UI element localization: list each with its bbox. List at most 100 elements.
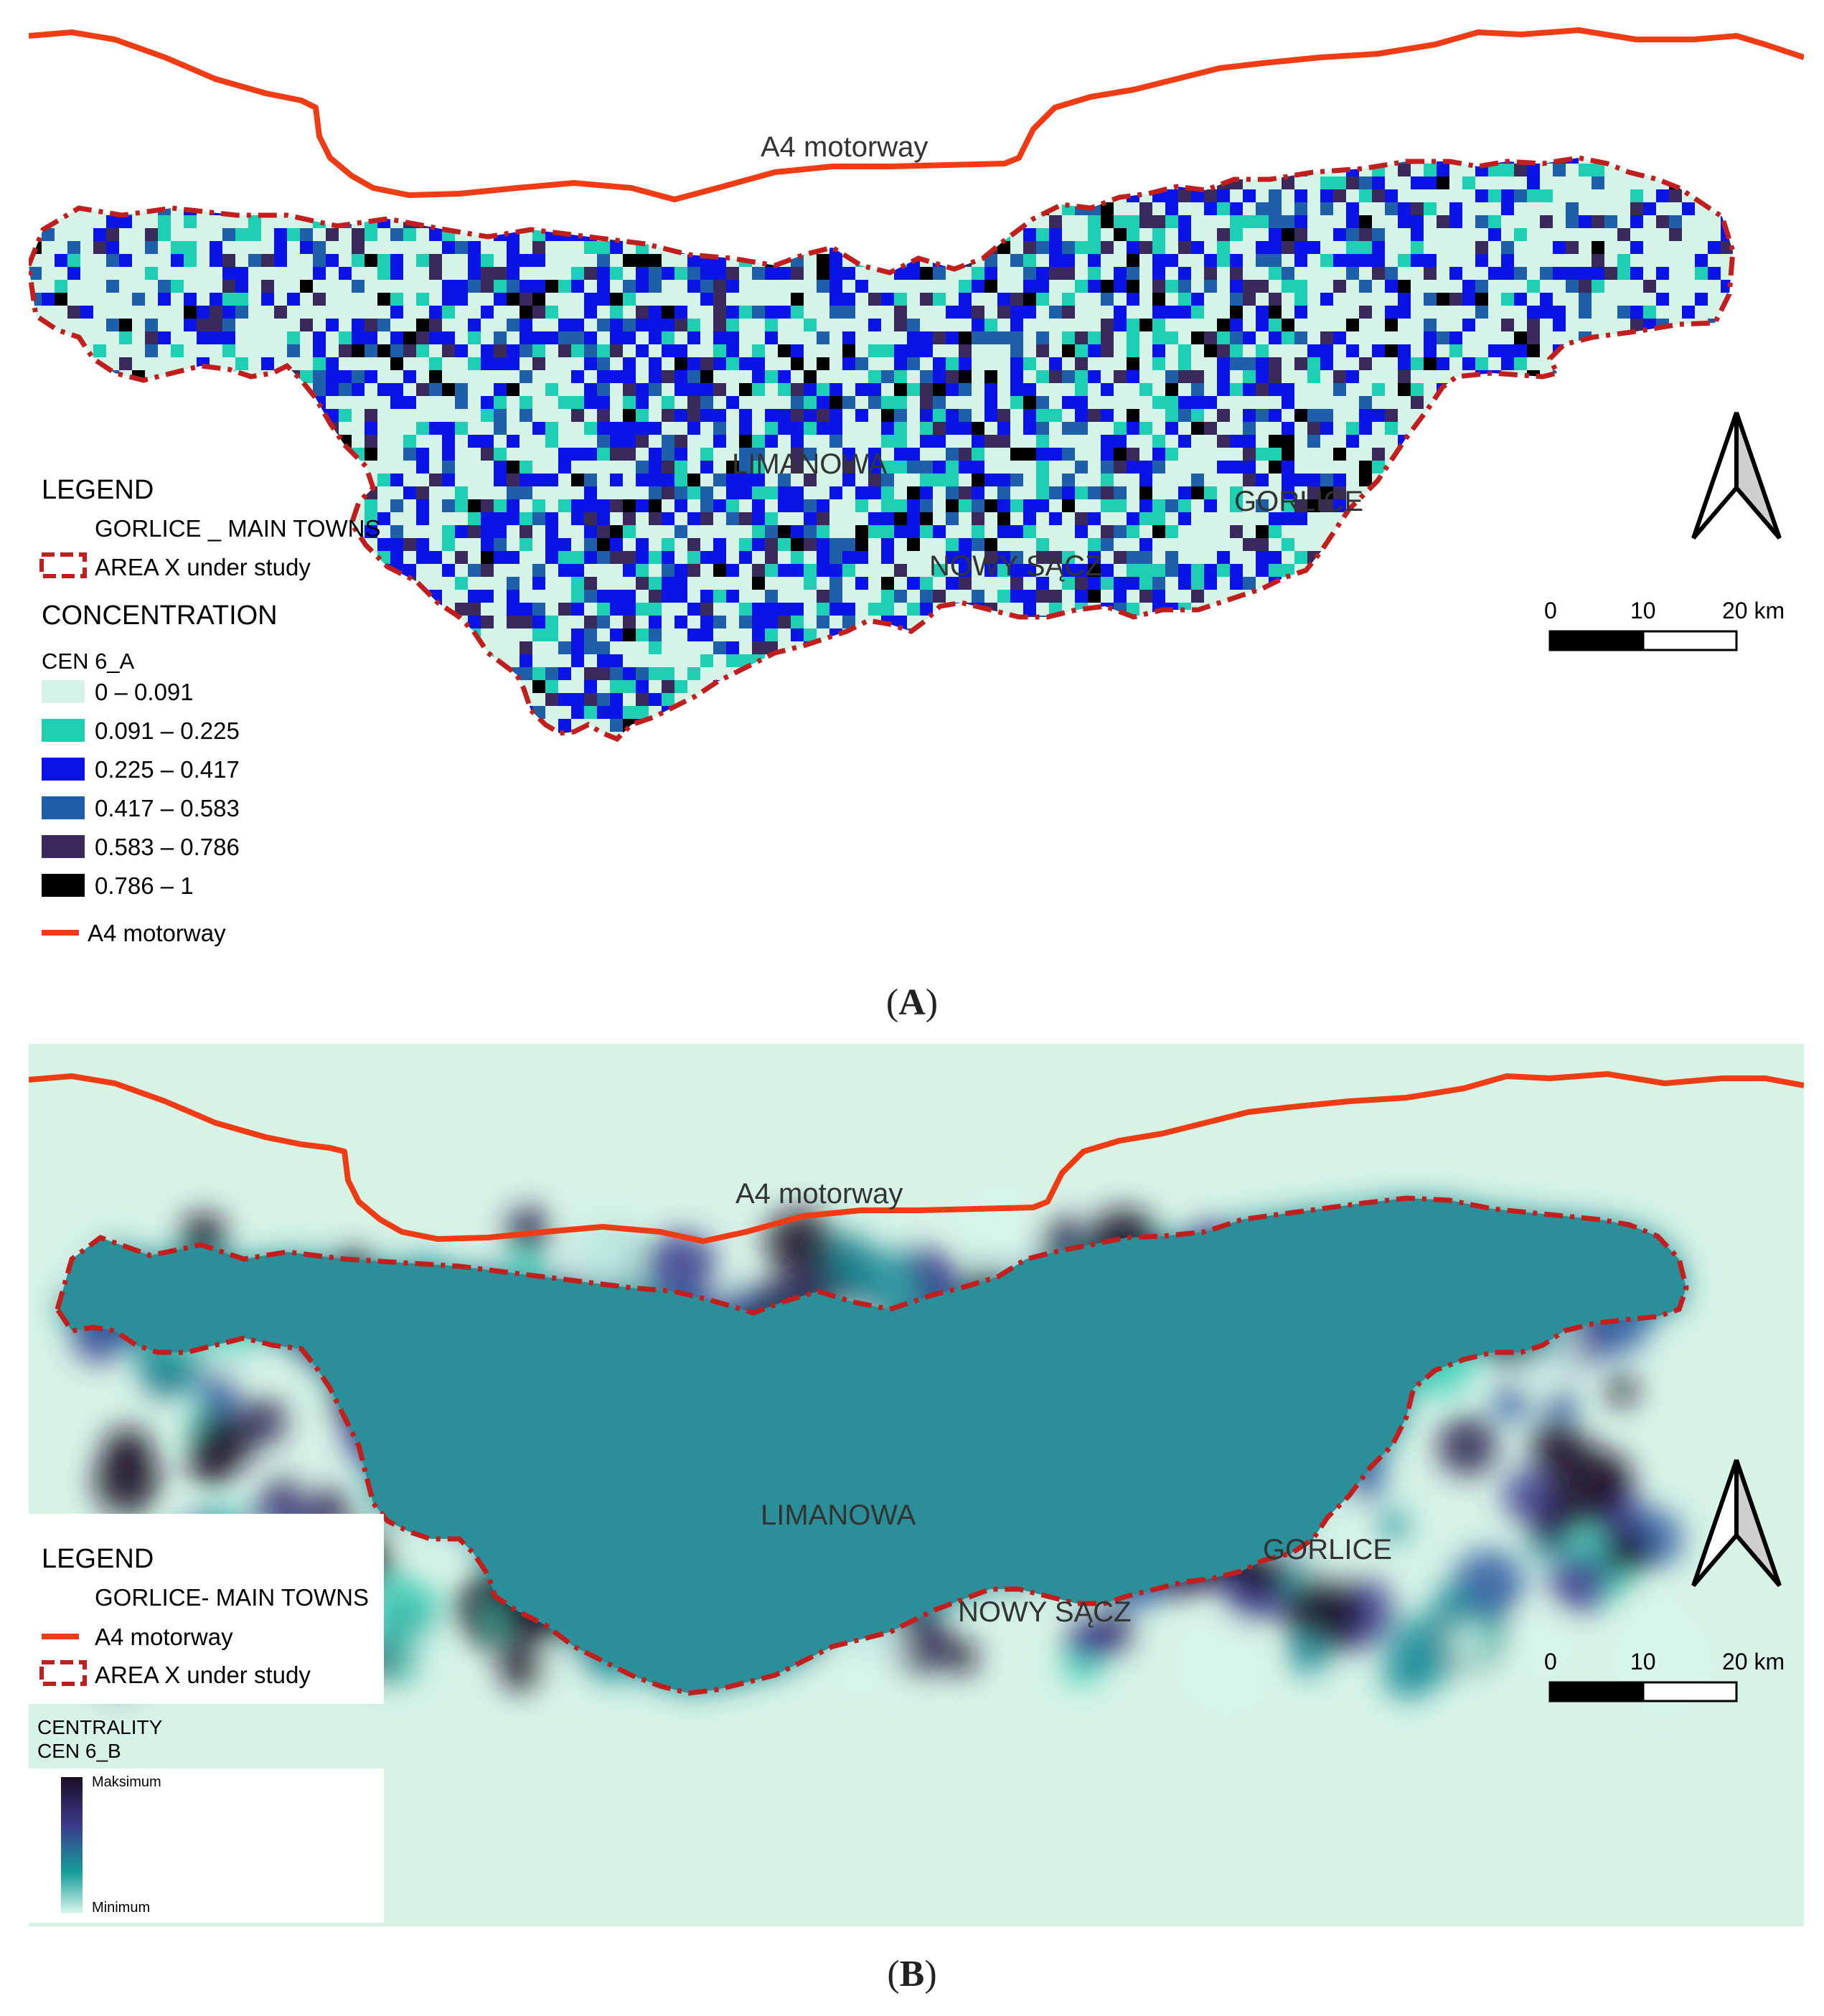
grid-cell xyxy=(42,577,55,590)
grid-cell xyxy=(700,654,713,667)
surface-blob xyxy=(1066,1609,1117,1662)
grid-cell xyxy=(377,474,390,486)
grid-cell xyxy=(1643,357,1656,370)
grid-cell xyxy=(1269,202,1282,215)
grid-cell xyxy=(1424,331,1437,344)
grid-cell xyxy=(1088,551,1101,564)
grid-cell xyxy=(1385,474,1398,486)
grid-cell xyxy=(545,551,558,564)
grid-cell xyxy=(791,499,804,512)
grid-cell xyxy=(1721,654,1733,667)
grid-cell xyxy=(662,202,674,215)
grid-cell xyxy=(352,254,365,267)
grid-cell xyxy=(713,228,726,241)
grid-cell xyxy=(713,202,726,215)
grid-cell xyxy=(1178,267,1191,280)
grid-cell xyxy=(1036,189,1049,202)
grid-cell xyxy=(649,383,662,396)
grid-cell xyxy=(222,370,235,383)
grid-cell xyxy=(946,422,959,435)
grid-cell xyxy=(1579,745,1592,758)
map-panel-a: A4 motorway LIMANOWA NOWY SĄCZ GORLICE 0… xyxy=(29,0,1804,969)
grid-cell xyxy=(1036,280,1049,293)
grid-cell xyxy=(287,202,300,215)
grid-cell xyxy=(390,383,403,396)
grid-cell xyxy=(106,254,119,267)
grid-cell xyxy=(868,344,881,357)
grid-cell xyxy=(972,499,984,512)
grid-cell xyxy=(1230,616,1243,628)
grid-cell xyxy=(1101,383,1114,396)
grid-cell xyxy=(597,538,610,551)
grid-cell xyxy=(1449,564,1462,577)
grid-cell xyxy=(804,654,817,667)
grid-cell xyxy=(984,370,997,383)
grid-cell xyxy=(984,383,997,396)
grid-cell xyxy=(1553,409,1566,422)
grid-cell xyxy=(1127,357,1139,370)
grid-cell xyxy=(894,448,907,461)
grid-cell xyxy=(1230,577,1243,590)
grid-cell xyxy=(1372,409,1385,422)
grid-cell xyxy=(997,680,1010,693)
grid-cell xyxy=(946,241,959,254)
grid-cell xyxy=(1075,357,1088,370)
grid-cell xyxy=(429,267,442,280)
grid-cell xyxy=(1101,280,1114,293)
grid-cell xyxy=(726,590,739,603)
grid-cell xyxy=(649,628,662,641)
grid-cell xyxy=(713,499,726,512)
grid-cell xyxy=(1191,370,1204,383)
grid-cell xyxy=(1514,551,1527,564)
grid-cell xyxy=(1437,215,1449,228)
grid-cell xyxy=(1191,409,1204,422)
grid-cell xyxy=(494,267,507,280)
grid-cell xyxy=(946,512,959,525)
grid-cell xyxy=(287,176,300,189)
grid-cell xyxy=(662,538,674,551)
grid-cell xyxy=(1217,254,1230,267)
grid-cell xyxy=(1062,370,1075,383)
grid-cell xyxy=(739,693,752,706)
grid-cell xyxy=(481,616,494,628)
grid-cell xyxy=(222,293,235,306)
grid-cell xyxy=(700,383,713,396)
grid-cell xyxy=(959,331,972,344)
grid-cell xyxy=(1592,215,1604,228)
grid-cell xyxy=(403,435,416,448)
grid-cell xyxy=(455,158,468,164)
grid-cell xyxy=(700,357,713,370)
grid-cell xyxy=(868,383,881,396)
grid-cell xyxy=(313,422,326,435)
grid-cell xyxy=(1010,551,1023,564)
grid-cell xyxy=(765,267,778,280)
grid-cell xyxy=(1075,176,1088,189)
grid-cell xyxy=(507,267,520,280)
grid-cell xyxy=(1294,590,1307,603)
grid-cell xyxy=(416,641,429,654)
grid-cell xyxy=(1359,564,1372,577)
grid-cell xyxy=(1204,706,1217,719)
grid-cell xyxy=(842,448,855,461)
grid-cell xyxy=(636,706,649,719)
surface-blob xyxy=(1492,1385,1530,1422)
grid-cell xyxy=(972,512,984,525)
grid-cell xyxy=(1217,409,1230,422)
grid-cell xyxy=(1010,654,1023,667)
grid-cell xyxy=(791,486,804,499)
grid-cell xyxy=(558,564,571,577)
grid-cell xyxy=(1152,525,1165,538)
grid-cell xyxy=(739,538,752,551)
grid-cell xyxy=(545,474,558,486)
grid-cell xyxy=(468,176,481,189)
grid-cell xyxy=(545,331,558,344)
grid-cell xyxy=(1320,331,1333,344)
grid-cell xyxy=(868,525,881,538)
grid-cell xyxy=(972,306,984,319)
grid-cell xyxy=(1101,680,1114,693)
grid-cell xyxy=(1566,422,1579,435)
grid-cell xyxy=(829,654,842,667)
grid-cell xyxy=(1734,551,1747,564)
grid-cell xyxy=(1449,693,1462,706)
grid-cell xyxy=(1294,603,1307,616)
